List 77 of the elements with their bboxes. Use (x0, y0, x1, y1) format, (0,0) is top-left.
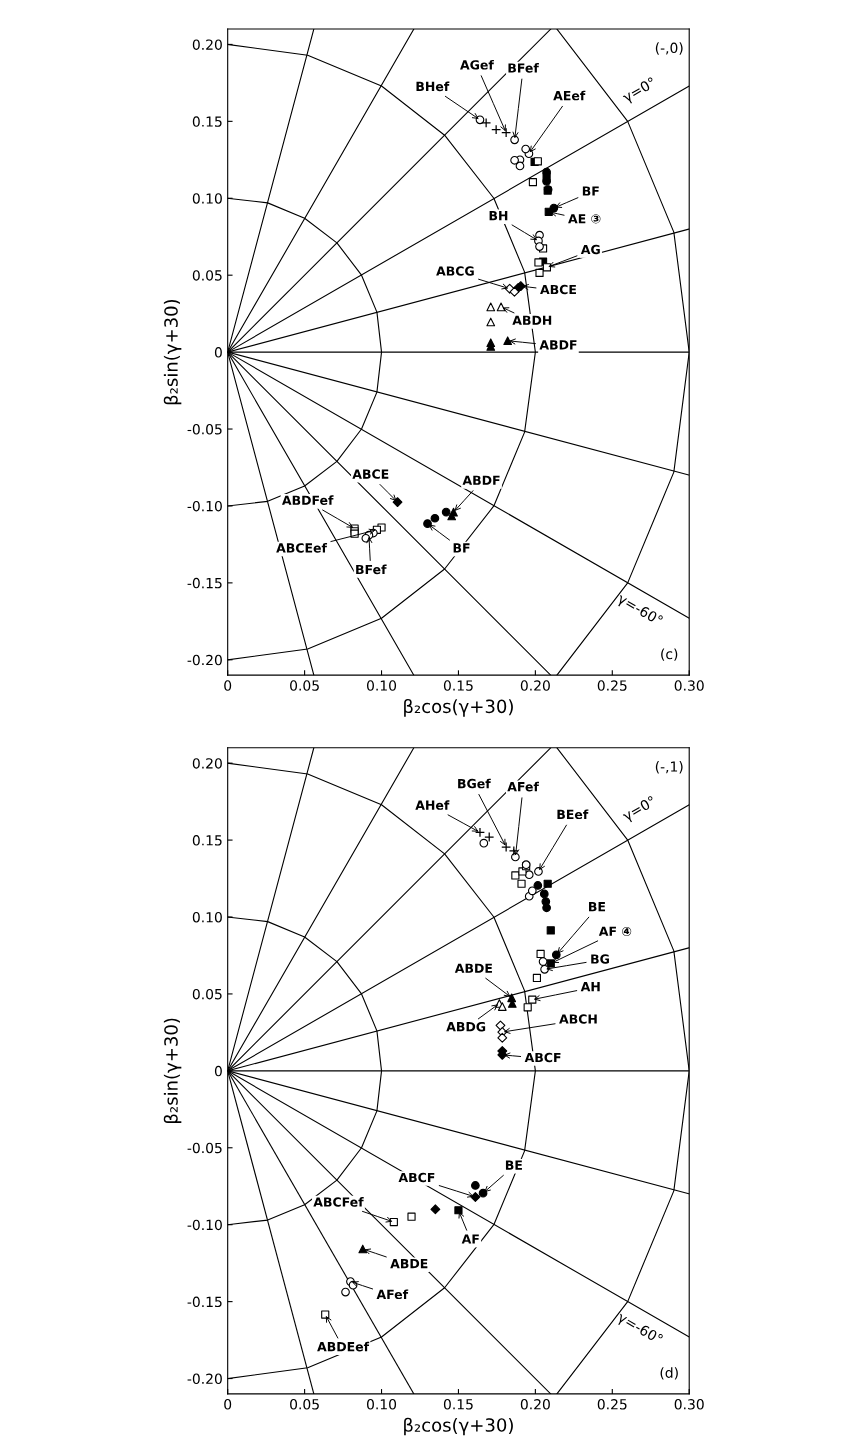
y-tick-label: -0.15 (187, 577, 222, 589)
annotation: ABDE (454, 963, 492, 973)
x-tick-label: 0.10 (366, 1399, 397, 1410)
annotation: BE (589, 902, 606, 912)
annotation: BF (453, 543, 470, 553)
y-tick-label: 0.05 (192, 270, 222, 281)
annotation: ABCE (540, 284, 576, 295)
y-tick-label: 0.10 (192, 193, 222, 204)
annotation: BH (489, 211, 508, 221)
x-tick-label: 0.25 (597, 680, 627, 691)
x-tick-label: 0.05 (290, 680, 319, 691)
annotation: ABDG (446, 1021, 486, 1032)
y-tick-label: 0 (214, 347, 222, 358)
annotation: ABCH (559, 1014, 597, 1024)
y-tick-label: 0.20 (192, 39, 222, 50)
y-tick-label: -0.15 (187, 1296, 222, 1308)
annotation: (-,0) (655, 42, 683, 55)
annotation: BFef (508, 62, 539, 73)
annotation: AFef (376, 1289, 409, 1300)
annotation: ABDEef (317, 1341, 370, 1352)
x-tick-label: 0 (224, 680, 232, 691)
x-tick-label: 0.15 (443, 1399, 473, 1410)
x-tick-label: 0.25 (597, 1399, 627, 1410)
annotation: AH (580, 982, 600, 992)
annotation: (c) (661, 648, 678, 661)
y-tick-label: -0.05 (187, 1142, 222, 1154)
y-tick-label: 0.20 (192, 758, 222, 769)
y-tick-label: 0.05 (192, 988, 222, 1000)
annotation: BE (505, 1160, 522, 1170)
y-tick-label: -0.10 (187, 1219, 222, 1231)
annotation: AG (580, 244, 600, 255)
annotation: AHef (415, 800, 450, 810)
x-tick-label: 0.10 (366, 680, 397, 691)
x-axis-title: β₂cos(γ+30) (404, 1417, 513, 1436)
annotation: BFef (356, 564, 387, 575)
y-tick-label: -0.20 (187, 1373, 222, 1385)
x-tick-label: 0.30 (674, 1399, 704, 1410)
y-tick-label: 0.15 (192, 116, 222, 127)
annotation: ABCG (436, 266, 474, 276)
x-tick-label: 0.20 (520, 680, 550, 691)
annotation: BEef (557, 809, 589, 820)
annotation: ABDF (462, 475, 500, 485)
annotation: BHef (416, 81, 450, 92)
x-tick-label: 0.15 (443, 680, 473, 691)
x-tick-label: 0.20 (520, 1399, 550, 1410)
y-tick-label: 0.15 (192, 835, 222, 846)
x-tick-label: 0.05 (290, 1399, 319, 1410)
annotation: (-,1) (655, 761, 683, 774)
annotation: ABDE (390, 1259, 428, 1269)
annotation: (d) (660, 1367, 678, 1380)
y-tick-label: -0.05 (187, 424, 222, 435)
y-axis-title: β₂sin(γ+30) (163, 299, 182, 405)
annotation: ABCF (524, 1052, 561, 1063)
annotation: ABCF (398, 1172, 435, 1183)
annotation: ABDFef (281, 495, 334, 505)
annotation: AEef (553, 90, 586, 101)
annotation: ABCFef (313, 1197, 364, 1207)
y-tick-label: -0.20 (187, 654, 222, 666)
y-tick-label: 0 (214, 1065, 222, 1077)
y-axis-title: β₂sin(γ+30) (163, 1018, 182, 1123)
annotation: ABDH (512, 315, 552, 325)
x-tick-label: 0.30 (674, 680, 704, 691)
annotation: ABCE (352, 469, 389, 479)
annotation: BG (591, 954, 609, 964)
y-tick-label: -0.10 (187, 500, 222, 512)
annotation: BGef (458, 778, 491, 789)
annotation: AGef (460, 59, 494, 70)
annotation: AF ④ (598, 926, 632, 937)
annotation: AE ③ (568, 214, 601, 224)
y-tick-label: 0.10 (192, 911, 222, 923)
x-axis-title: β₂cos(γ+30) (404, 699, 513, 717)
annotation: ABCEef (276, 542, 328, 553)
x-tick-label: 0 (224, 1399, 232, 1410)
annotation: AFef (507, 781, 539, 792)
annotation: AF (461, 1234, 479, 1244)
annotation: ABDF (539, 340, 577, 350)
annotation: BF (582, 186, 599, 196)
